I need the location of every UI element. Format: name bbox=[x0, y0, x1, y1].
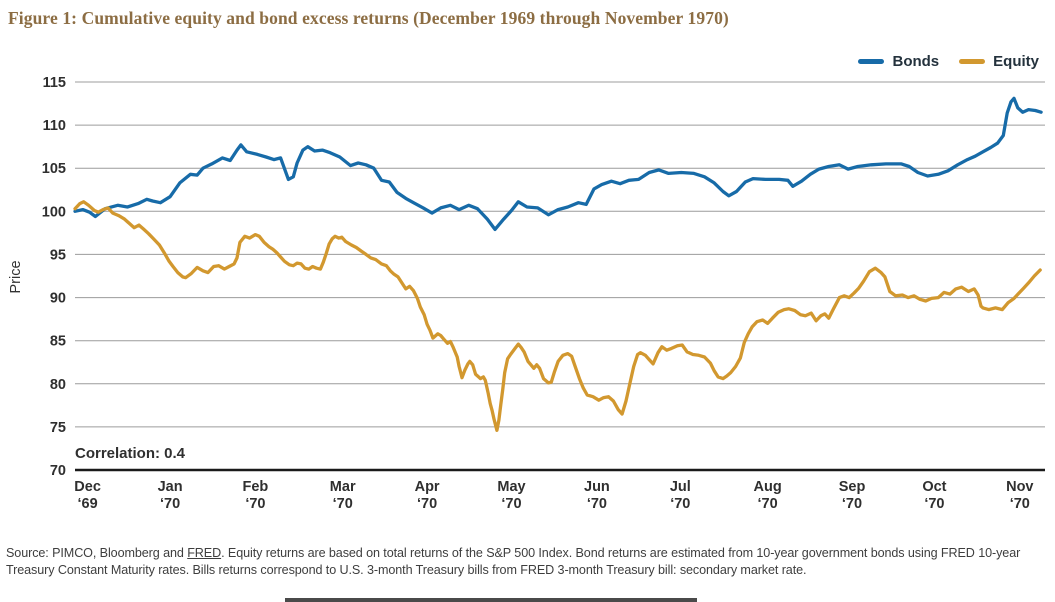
y-tick-label: 90 bbox=[50, 291, 66, 307]
bottom-crop-line bbox=[285, 598, 697, 602]
x-tick-label: Mar ‘70 bbox=[330, 479, 356, 512]
legend-item-bonds: Bonds bbox=[858, 53, 939, 70]
y-tick-label: 95 bbox=[50, 247, 66, 263]
legend-item-equity: Equity bbox=[959, 53, 1039, 70]
x-tick-label: Jul ‘70 bbox=[670, 479, 691, 512]
y-tick-label: 110 bbox=[43, 118, 66, 134]
fred-link[interactable]: FRED bbox=[187, 546, 222, 560]
x-tick-label: Jan ‘70 bbox=[158, 479, 183, 512]
x-tick-label: Nov ‘70 bbox=[1006, 479, 1033, 512]
source-note-prefix: Source: PIMCO, Bloomberg and bbox=[6, 546, 188, 560]
x-tick-label: Feb ‘70 bbox=[243, 479, 269, 512]
figure-title: Figure 1: Cumulative equity and bond exc… bbox=[8, 8, 729, 28]
chart-legend: Bonds Equity bbox=[858, 53, 1039, 70]
x-tick-label: Jun ‘70 bbox=[584, 479, 610, 512]
source-note-suffix: . Equity returns are based on total retu… bbox=[6, 546, 1021, 577]
equity-line bbox=[73, 200, 1042, 432]
y-tick-label: 80 bbox=[50, 377, 66, 393]
x-tick-label: May ‘70 bbox=[497, 479, 525, 512]
legend-label-bonds: Bonds bbox=[892, 53, 940, 70]
y-tick-label: 70 bbox=[50, 463, 66, 479]
bonds-line bbox=[73, 96, 1043, 232]
x-tick-label: Apr ‘70 bbox=[415, 479, 440, 512]
y-axis-title: Price bbox=[8, 260, 24, 293]
x-tick-label: Aug ‘70 bbox=[754, 479, 782, 512]
y-tick-label: 115 bbox=[43, 75, 66, 91]
y-tick-label: 85 bbox=[50, 334, 66, 350]
bonds-line-swatch-icon bbox=[858, 59, 885, 64]
y-tick-label: 75 bbox=[50, 420, 66, 436]
x-tick-label: Dec ‘69 bbox=[74, 479, 101, 512]
x-tick-label: Oct ‘70 bbox=[922, 479, 946, 512]
x-tick-label: Sep ‘70 bbox=[839, 479, 866, 512]
legend-label-equity: Equity bbox=[993, 53, 1039, 70]
y-tick-label: 100 bbox=[42, 204, 66, 220]
y-tick-label: 105 bbox=[42, 161, 66, 177]
correlation-annotation: Correlation: 0.4 bbox=[75, 445, 186, 462]
source-note: Source: PIMCO, Bloomberg and FRED. Equit… bbox=[6, 545, 1050, 579]
equity-line-swatch-icon bbox=[959, 59, 986, 64]
